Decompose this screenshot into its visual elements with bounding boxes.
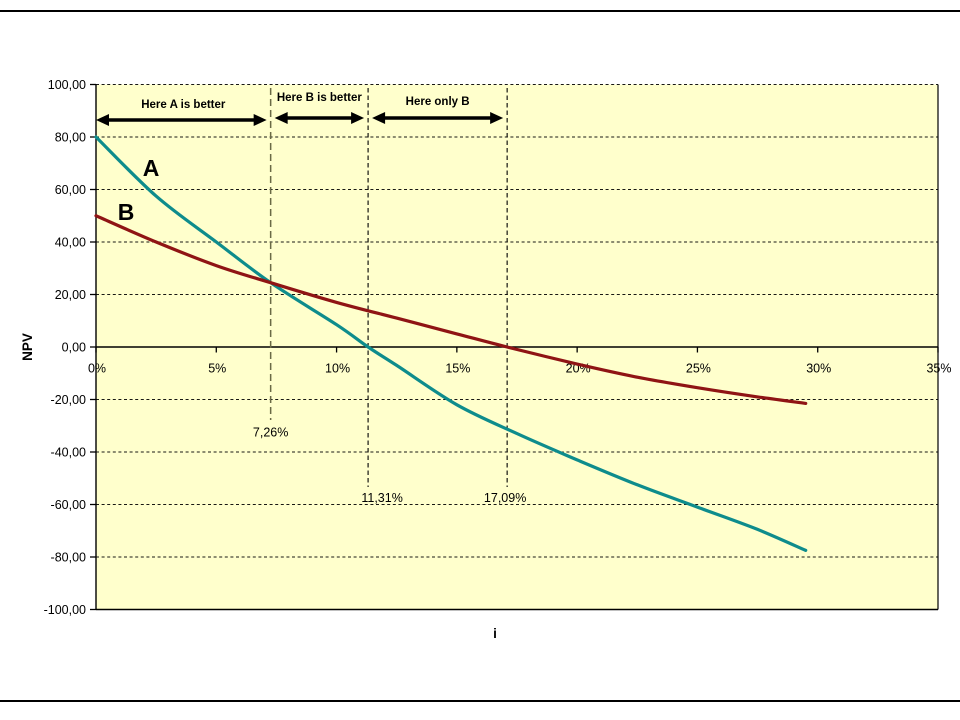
x-tick-label-10%: 10% — [325, 362, 350, 376]
arrow-head-left-icon — [372, 112, 386, 124]
region-arrow-2 — [274, 112, 365, 124]
axes-frame-layer — [90, 83, 939, 611]
x-tick-label-15%: 15% — [445, 362, 470, 376]
tick-labels-layer: 100,00 80,00 60,00 40,00 20,00 0,00 -20,00 -40,… — [44, 78, 952, 617]
top-rule — [0, 10, 960, 12]
y-tick-label--20,00: -20,00 — [51, 393, 86, 407]
y-tick-label--40,00: -40,00 — [51, 446, 86, 460]
x-tick-label-30%: 30% — [806, 362, 831, 376]
arrow-head-right-icon — [351, 112, 365, 124]
x-tick-label-35%: 35% — [926, 362, 951, 376]
series-label-B: B — [118, 199, 135, 225]
region-label-2: Here B is better — [277, 92, 363, 104]
x-axis-title: i — [493, 626, 497, 641]
y-tick-label-40,00: 40,00 — [55, 236, 86, 250]
y-tick-label--100,00: -100,00 — [44, 603, 86, 617]
region-label-1: Here A is better — [141, 99, 226, 111]
y-tick-label-60,00: 60,00 — [55, 183, 86, 197]
arrow-head-left-icon — [274, 112, 288, 124]
npv-curve-B — [94, 214, 808, 405]
x-tick-label-0%: 0% — [88, 362, 106, 376]
region-arrows-layer — [96, 112, 504, 126]
y-tick-label-80,00: 80,00 — [55, 131, 86, 145]
x-tick-label-25%: 25% — [686, 362, 711, 376]
y-tick-label-100,00: 100,00 — [48, 78, 86, 92]
series-curves-layer — [94, 135, 808, 552]
region-arrow-1 — [96, 114, 267, 126]
region-label-3: Here only B — [406, 96, 470, 108]
y-tick-label--80,00: -80,00 — [51, 551, 86, 565]
rate-annotation-7,26%: 7,26% — [253, 426, 288, 440]
gridlines-layer — [96, 84, 938, 558]
rate-annotation-11,31%: 11,31% — [361, 491, 402, 505]
y-tick-label-20,00: 20,00 — [55, 288, 86, 302]
arrow-head-right-icon — [490, 112, 504, 124]
arrow-head-right-icon — [253, 114, 267, 126]
region-arrow-3 — [372, 112, 504, 124]
annotation-verticals-layer — [269, 88, 508, 487]
arrow-head-left-icon — [96, 114, 109, 126]
rate-annotation-17,09%: 17,09% — [484, 491, 526, 505]
npv-curve-A — [94, 135, 808, 552]
series-label-A: A — [143, 155, 160, 181]
x-tick-label-5%: 5% — [208, 362, 226, 376]
y-axis-title: NPV — [20, 333, 35, 361]
y-tick-label-0,00: 0,00 — [62, 341, 86, 355]
y-tick-label--60,00: -60,00 — [51, 498, 86, 512]
bottom-rule — [0, 700, 960, 702]
annotation-labels-layer: Here A is better Here B is better Here onl… — [118, 92, 527, 505]
